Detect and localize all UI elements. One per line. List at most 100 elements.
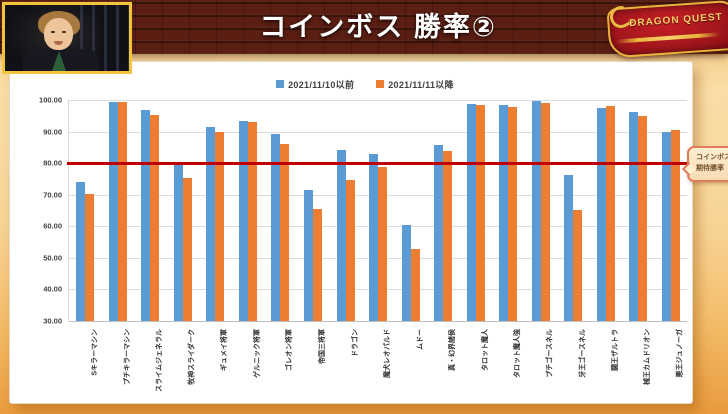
bar-before [141,110,151,321]
x-label-cell: タロット魔人強 [491,325,524,401]
bar-group [102,100,135,321]
x-label-cell: 牧神スライダーク [166,325,199,401]
bar-after [670,130,680,321]
bar-after [540,102,550,321]
x-axis-label: ゴレオン将軍 [286,329,294,371]
bar-after [410,249,420,321]
bar-group [199,100,232,321]
bar-after [378,167,388,321]
bar-group [492,100,525,321]
legend-item-before: 2021/11/10以前 [276,77,354,91]
bar-after [150,114,160,321]
x-label-cell: 帝国三将軍 [296,325,329,401]
bar-group [264,100,297,321]
x-label-cell: ギュメイ将軍 [198,325,231,401]
x-axis-label: 牧神スライダーク [188,329,196,385]
bar-group [524,100,557,321]
bar-after [475,105,485,321]
bar-before [303,189,313,321]
bar-group [134,100,167,321]
legend-label-after: 2021/11/11以降 [388,79,454,90]
plot-area [67,100,696,322]
bar-group [167,100,200,321]
bar-after [215,131,225,321]
bar-after [345,180,355,321]
presenter-face [44,18,73,50]
x-axis-label: ムドー [416,329,424,350]
x-axis-label: プチキラーマシン [123,329,131,385]
bar-after [312,208,322,321]
x-label-cell: 真・幻界諸侯 [426,325,459,401]
bar-group [69,100,102,321]
x-axis-label: ギュメイ将軍 [221,329,229,371]
legend-item-after: 2021/11/11以降 [376,77,454,91]
legend-swatch-orange [376,80,385,88]
bar-after [85,193,95,321]
y-tick-label: 80.00 [43,158,62,168]
callout-line1: コインボス [696,154,728,161]
bar-before [369,153,379,321]
x-label-cell: ゴレオン将軍 [263,325,296,401]
y-axis: 100.00 90.00 80.00 70.00 60.00 50.00 40.00 30.0… [18,96,62,326]
x-axis: Sキラーマシン プチキラーマシン スライムジェネラル 牧神スライダーク ギュメイ将軍 ゲル… [68,325,686,401]
bar-group [655,100,688,321]
bar-before [108,101,118,321]
x-label-cell: プチゴースネル [523,325,556,401]
bar-group [590,100,623,321]
bar-after [443,151,453,321]
x-axis-label: 闘王ザルトラ [611,329,619,371]
bar-after [247,122,257,321]
page-title: コインボス 勝率② [259,12,497,42]
bar-after [182,178,192,321]
bar-before [466,104,476,321]
presenter-eye [62,31,66,33]
x-axis-label: 魔犬レオパルド [384,329,392,378]
bar-group [557,100,590,321]
dragon-quest-logo: DRAGON QUEST [605,0,728,59]
bar-before [401,225,411,321]
bar-group [394,100,427,321]
x-axis-label: 悪王ジュノーガ [676,329,684,378]
bar-before [596,107,606,321]
x-axis-label: タロット魔人強 [514,329,522,378]
x-label-cell: 牙王ゴースネル [556,325,589,401]
bar-series-container [69,100,687,321]
x-axis-label: スライムジェネラル [156,329,164,392]
legend-swatch-blue [276,80,285,88]
bar-group [427,100,460,321]
x-label-cell: Sキラーマシン [68,325,101,401]
x-label-cell: ムドー [393,325,426,401]
bar-before [629,112,639,321]
x-axis-label: プチゴースネル [546,329,554,378]
gridline [69,100,687,101]
bar-after [280,143,290,321]
x-label-cell: 魔犬レオパルド [361,325,394,401]
bar-before [271,134,281,321]
y-tick-label: 50.00 [43,253,62,263]
x-label-cell: 械王カムドリオン [621,325,654,401]
x-axis-label: Sキラーマシン [91,329,99,376]
y-tick-label: 40.00 [43,284,62,294]
reference-line-80 [67,162,696,166]
x-label-cell: タロット魔人 [458,325,491,401]
y-tick-label: 90.00 [43,127,62,137]
y-tick-label: 60.00 [43,221,62,231]
y-tick-label: 30.00 [43,316,62,326]
presenter-mouth [54,41,63,45]
bar-after [573,209,583,321]
x-label-cell: ゲルニック将軍 [231,325,264,401]
chart-legend: 2021/11/10以前 2021/11/11以降 [24,77,706,91]
bar-group [329,100,362,321]
bar-before [531,101,541,321]
chart-panel: 2021/11/10以前 2021/11/11以降 100.00 90.00 80.… [9,61,696,404]
bar-group [232,100,265,321]
bar-before [434,145,444,321]
bar-before [564,174,574,321]
bar-group [297,100,330,321]
callout-line2: 期待勝率 [696,165,724,173]
bar-after [605,106,615,321]
x-axis-label: ゲルニック将軍 [253,329,261,378]
x-axis-label: 帝国三将軍 [318,329,326,364]
x-axis-label: 真・幻界諸侯 [449,329,457,371]
